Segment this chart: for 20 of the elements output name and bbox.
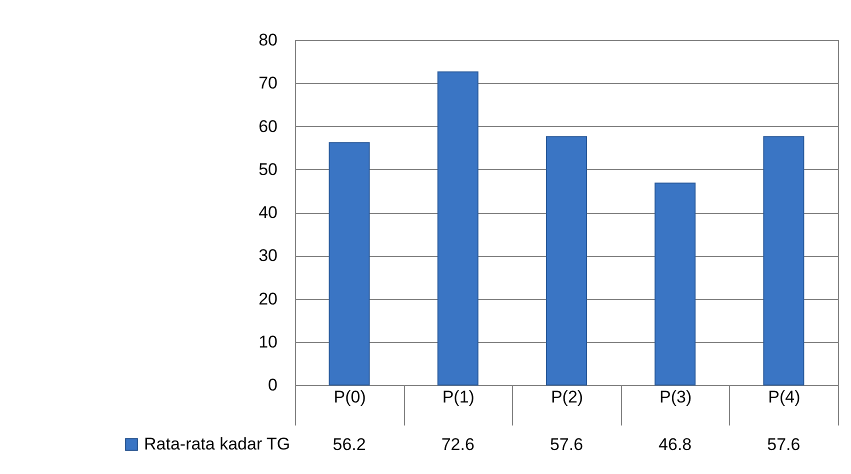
legend-label: Rata-rata kadar TG	[144, 434, 290, 454]
data-label: 57.6	[767, 435, 800, 454]
x-tick-label: P(0)	[334, 388, 366, 406]
y-tick-label: 10	[258, 332, 278, 352]
data-label: 72.6	[441, 435, 474, 454]
y-tick-label: 50	[258, 160, 278, 179]
data-label: 46.8	[658, 435, 692, 454]
y-tick-label: 60	[258, 116, 278, 136]
x-tick-label: P(1)	[442, 388, 474, 406]
x-tick-label: P(4)	[768, 388, 800, 406]
data-label: 57.6	[550, 435, 584, 454]
y-tick-label: 0	[268, 376, 278, 394]
x-tick-label: P(2)	[550, 388, 584, 406]
y-tick-label: 80	[258, 30, 278, 50]
x-tick-label: P(3)	[660, 388, 692, 406]
y-tick-label: 30	[258, 246, 278, 266]
data-label: 56.2	[332, 435, 366, 454]
y-tick-label: 40	[258, 203, 278, 222]
y-tick-label: 20	[258, 289, 278, 308]
y-tick-label: 70	[258, 74, 278, 93]
